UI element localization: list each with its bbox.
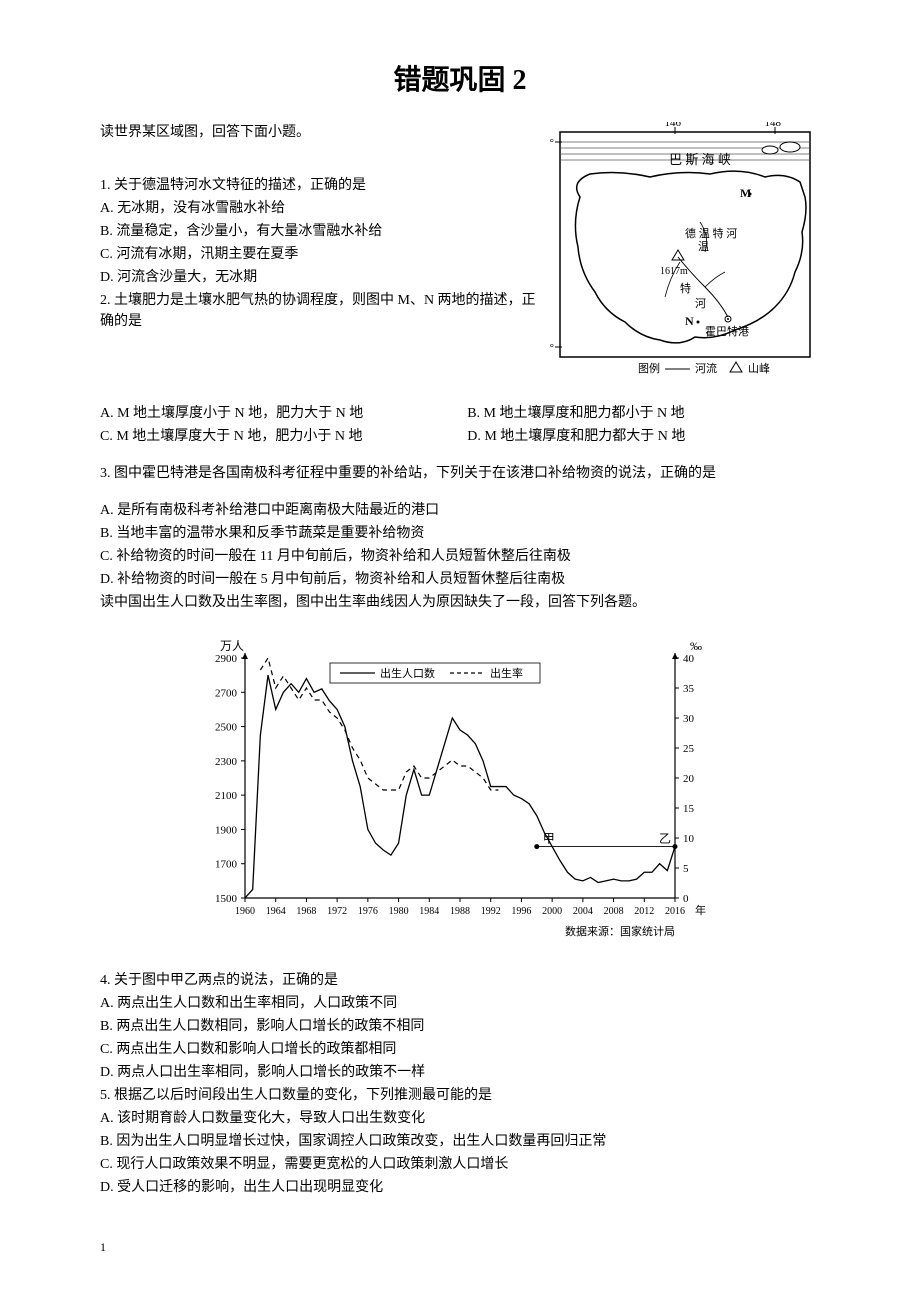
svg-text:河: 河 <box>695 297 706 310</box>
svg-text:图例: 图例 <box>638 361 660 375</box>
svg-text:德 温 特 河: 德 温 特 河 <box>685 226 737 240</box>
svg-text:15: 15 <box>683 803 695 815</box>
q3-opt-d: D. 补给物资的时间一般在 5 月中旬前后，物资补给和人员短暂休整后往南极 <box>100 569 820 590</box>
svg-text:1996: 1996 <box>511 906 531 917</box>
svg-text:2008: 2008 <box>604 906 624 917</box>
svg-text:乙: 乙 <box>659 832 671 846</box>
svg-text:0: 0 <box>683 893 689 905</box>
svg-text:1988: 1988 <box>450 906 470 917</box>
svg-text:2300: 2300 <box>215 756 238 768</box>
svg-text:30: 30 <box>683 713 695 725</box>
svg-text:2900: 2900 <box>215 653 238 665</box>
q2-opt-c: C. M 地土壤厚度大于 N 地，肥力小于 N 地 <box>100 426 453 447</box>
svg-text:河流: 河流 <box>695 361 717 375</box>
svg-text:2500: 2500 <box>215 722 238 734</box>
q4-opt-a: A. 两点出生人口数和出生率相同，人口政策不同 <box>100 993 820 1014</box>
q1-opt-b: B. 流量稳定，含沙量小，有大量冰雪融水补给 <box>100 221 540 242</box>
q2-stem: 2. 土壤肥力是土壤水肥气热的协调程度，则图中 M、N 两地的描述，正确的是 <box>100 290 540 332</box>
map-figure: 146° 148° 40° 43° 巴 斯 海 峡 M 1617m <box>550 122 820 389</box>
q1-opt-d: D. 河流含沙量大，无冰期 <box>100 267 540 288</box>
map-svg: 146° 148° 40° 43° 巴 斯 海 峡 M 1617m <box>550 122 820 382</box>
q4-opt-b: B. 两点出生人口数相同，影响人口增长的政策不相同 <box>100 1016 820 1037</box>
svg-text:1900: 1900 <box>215 824 238 836</box>
svg-text:出生率: 出生率 <box>490 666 523 680</box>
svg-text:40: 40 <box>683 653 695 665</box>
svg-text:1500: 1500 <box>215 893 238 905</box>
q2-options: A. M 地土壤厚度小于 N 地，肥力大于 N 地 C. M 地土壤厚度大于 N… <box>100 403 820 449</box>
svg-text:148°: 148° <box>765 122 786 129</box>
svg-text:数据来源：国家统计局: 数据来源：国家统计局 <box>565 924 675 938</box>
q2-opt-a: A. M 地土壤厚度小于 N 地，肥力大于 N 地 <box>100 403 453 424</box>
q5-opt-a: A. 该时期育龄人口数量变化大，导致人口出生数变化 <box>100 1108 820 1129</box>
q5-opt-d: D. 受人口迁移的影响，出生人口出现明显变化 <box>100 1177 820 1198</box>
svg-text:霍巴特港: 霍巴特港 <box>705 324 749 338</box>
section-1: 读世界某区域图，回答下面小题。 1. 关于德温特河水文特征的描述，正确的是 A.… <box>100 122 820 389</box>
svg-text:出生人口数: 出生人口数 <box>380 666 435 680</box>
q4-stem: 4. 关于图中甲乙两点的说法，正确的是 <box>100 970 820 991</box>
svg-text:特: 特 <box>680 281 691 295</box>
svg-text:‰: ‰ <box>690 639 702 653</box>
svg-text:1964: 1964 <box>266 906 286 917</box>
chart-svg: 万人 ‰ 1500 1700 1900 2100 2300 2500 2700 2900 0 5 10 1… <box>190 633 730 943</box>
svg-text:1968: 1968 <box>296 906 316 917</box>
svg-text:N: N <box>685 314 694 328</box>
svg-text:2004: 2004 <box>573 906 593 917</box>
svg-text:5: 5 <box>683 863 689 875</box>
q2-opt-b: B. M 地土壤厚度和肥力都小于 N 地 <box>467 403 820 424</box>
q4-opt-d: D. 两点人口出生率相同，影响人口增长的政策不一样 <box>100 1062 820 1083</box>
page-title: 错题巩固 2 <box>100 60 820 102</box>
svg-text:25: 25 <box>683 743 695 755</box>
svg-text:2016: 2016 <box>665 906 685 917</box>
svg-text:年: 年 <box>695 903 706 917</box>
svg-text:温: 温 <box>698 240 709 253</box>
population-chart: 万人 ‰ 1500 1700 1900 2100 2300 2500 2700 2900 0 5 10 1… <box>100 633 820 950</box>
svg-text:35: 35 <box>683 683 695 695</box>
svg-text:43°: 43° <box>550 342 554 354</box>
q2-opt-d: D. M 地土壤厚度和肥力都大于 N 地 <box>467 426 820 447</box>
svg-text:1976: 1976 <box>358 906 378 917</box>
intro-2: 读中国出生人口数及出生率图，图中出生率曲线因人为原因缺失了一段，回答下列各题。 <box>100 592 820 613</box>
svg-text:1992: 1992 <box>481 906 501 917</box>
q3-stem: 3. 图中霍巴特港是各国南极科考征程中重要的补给站，下列关于在该港口补给物资的说… <box>100 463 820 484</box>
svg-text:1980: 1980 <box>389 906 409 917</box>
q1-opt-a: A. 无冰期，没有冰雪融水补给 <box>100 198 540 219</box>
svg-text:1972: 1972 <box>327 906 347 917</box>
q1-opt-c: C. 河流有冰期，汛期主要在夏季 <box>100 244 540 265</box>
q3-opt-c: C. 补给物资的时间一般在 11 月中旬前后，物资补给和人员短暂休整后往南极 <box>100 546 820 567</box>
q3-opt-a: A. 是所有南极科考补给港口中距离南极大陆最近的港口 <box>100 500 820 521</box>
q5-opt-c: C. 现行人口政策效果不明显，需要更宽松的人口政策刺激人口增长 <box>100 1154 820 1175</box>
svg-text:20: 20 <box>683 773 695 785</box>
svg-text:1960: 1960 <box>235 906 255 917</box>
svg-text:10: 10 <box>683 833 695 845</box>
q1-stem: 1. 关于德温特河水文特征的描述，正确的是 <box>100 175 540 196</box>
q3-opt-b: B. 当地丰富的温带水果和反季节蔬菜是重要补给物资 <box>100 523 820 544</box>
svg-text:2012: 2012 <box>634 906 654 917</box>
q5-opt-b: B. 因为出生人口明显增长过快，国家调控人口政策改变，出生人口数量再回归正常 <box>100 1131 820 1152</box>
q5-stem: 5. 根据乙以后时间段出生人口数量的变化，下列推测最可能的是 <box>100 1085 820 1106</box>
svg-text:2000: 2000 <box>542 906 562 917</box>
q4-opt-c: C. 两点出生人口数和影响人口增长的政策都相同 <box>100 1039 820 1060</box>
svg-text:甲: 甲 <box>543 832 555 846</box>
svg-text:146°: 146° <box>665 122 686 129</box>
svg-text:2100: 2100 <box>215 790 238 802</box>
svg-text:万人: 万人 <box>220 639 244 653</box>
svg-text:巴 斯 海 峡: 巴 斯 海 峡 <box>669 152 731 167</box>
intro-1: 读世界某区域图，回答下面小题。 <box>100 122 540 143</box>
svg-text:1984: 1984 <box>419 906 439 917</box>
svg-text:山峰: 山峰 <box>748 362 770 375</box>
svg-text:2700: 2700 <box>215 687 238 699</box>
page-number: 1 <box>100 1238 820 1256</box>
svg-text:40°: 40° <box>550 137 554 149</box>
svg-text:1700: 1700 <box>215 859 238 871</box>
